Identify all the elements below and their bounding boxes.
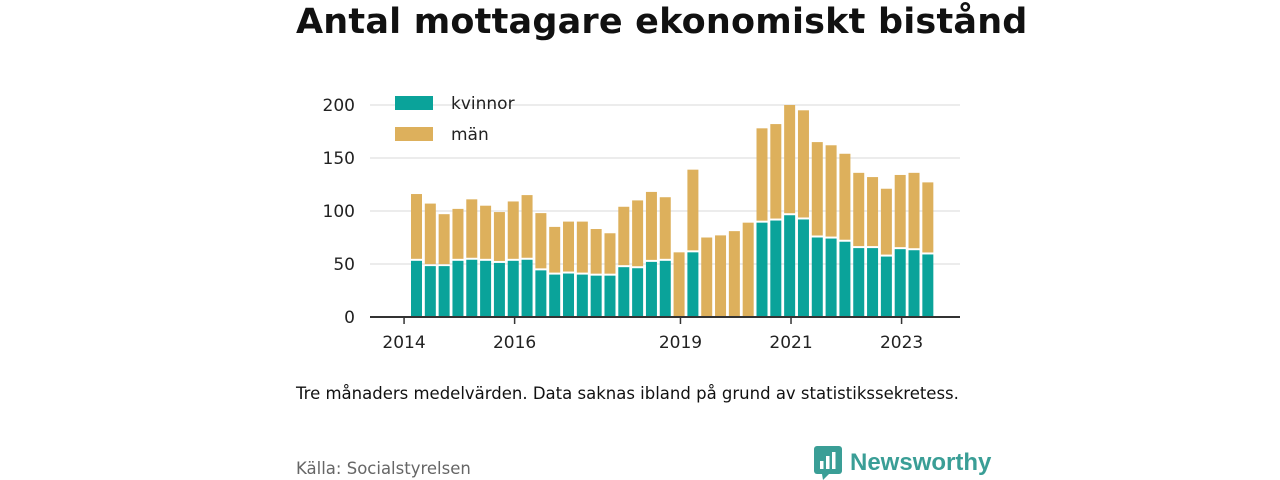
bar-man (673, 252, 685, 317)
bar-man (839, 153, 851, 240)
bar-man (632, 200, 644, 267)
bars (411, 105, 934, 317)
bar-kvinnor (632, 268, 644, 317)
bar-man (576, 221, 588, 273)
bar-kvinnor (811, 237, 823, 317)
bar-kvinnor (521, 259, 533, 317)
newsworthy-logo-icon (814, 446, 842, 480)
bar-kvinnor (645, 261, 657, 317)
y-tick-label: 150 (323, 149, 355, 169)
y-tick-label: 0 (344, 308, 355, 328)
bar-man (811, 142, 823, 236)
bar-man (756, 128, 768, 221)
bar-man (535, 213, 547, 269)
bar-chart: 0 50 100 150 200 2014 2016 2019 2021 2023 kvinno… (323, 94, 960, 353)
bar-man (549, 226, 561, 273)
bar-man (742, 222, 754, 317)
bar-kvinnor (480, 260, 492, 317)
bar-man (701, 237, 713, 317)
y-tick-label: 50 (333, 255, 355, 275)
bar-man (590, 229, 602, 274)
bar-kvinnor (867, 248, 879, 317)
bar-man (853, 172, 865, 247)
x-axis (370, 316, 960, 324)
bar-kvinnor (908, 250, 920, 317)
bar-kvinnor (797, 219, 809, 317)
bar-kvinnor (825, 238, 837, 317)
x-tick-label: 2019 (659, 333, 702, 353)
bar-man (563, 221, 575, 272)
bar-man (880, 188, 892, 255)
legend-label: kvinnor (451, 94, 515, 114)
bar-man (618, 206, 630, 266)
bar-man (411, 194, 422, 259)
chart-note: Tre månaders medelvärden. Data saknas ib… (296, 384, 959, 403)
legend-swatch (395, 127, 433, 141)
bar-man (659, 197, 671, 259)
brand-name: Newsworthy (850, 449, 992, 476)
bar-kvinnor (411, 260, 422, 317)
bar-kvinnor (549, 274, 561, 317)
bar-man (825, 145, 837, 237)
bar-man (493, 212, 505, 261)
bar-man (452, 208, 464, 259)
bar-kvinnor (880, 256, 892, 317)
bar-man (908, 172, 920, 249)
x-tick-label: 2014 (382, 333, 425, 353)
brand[interactable]: Newsworthy (814, 446, 991, 480)
bar-man (784, 105, 796, 214)
legend-label: män (451, 125, 489, 145)
bar-kvinnor (784, 215, 796, 317)
bar-man (645, 191, 657, 260)
x-tick-label: 2016 (493, 333, 536, 353)
bar-kvinnor (687, 252, 699, 317)
bar-kvinnor (452, 260, 464, 317)
source-text: Källa: Socialstyrelsen (296, 459, 471, 478)
bar-kvinnor (839, 241, 851, 317)
bar-kvinnor (507, 260, 519, 317)
bar-man (480, 205, 492, 259)
bar-man (894, 174, 906, 248)
x-tick-label: 2021 (769, 333, 812, 353)
y-axis-labels: 0 50 100 150 200 (323, 96, 355, 328)
bar-kvinnor (853, 248, 865, 317)
bar-kvinnor (563, 273, 575, 317)
bar-man (687, 169, 699, 251)
x-axis-labels: 2014 2016 2019 2021 2023 (382, 333, 923, 353)
bar-kvinnor (576, 274, 588, 317)
bar-kvinnor (535, 270, 547, 317)
bar-kvinnor (922, 254, 934, 317)
bar-kvinnor (659, 260, 671, 317)
legend-swatch (395, 96, 433, 110)
bar-man (438, 214, 450, 265)
bar-man (770, 124, 782, 219)
x-tick-label: 2023 (880, 333, 923, 353)
bar-kvinnor (756, 222, 768, 317)
bar-man (922, 182, 934, 253)
bar-kvinnor (438, 266, 450, 317)
bar-man (797, 110, 809, 218)
bar-kvinnor (618, 267, 630, 317)
bar-man (604, 233, 616, 274)
bar-man (466, 199, 478, 258)
y-tick-label: 200 (323, 96, 355, 116)
bar-man (867, 177, 879, 247)
bar-kvinnor (493, 262, 505, 317)
bar-man (507, 201, 519, 259)
bar-kvinnor (604, 275, 616, 317)
y-tick-label: 100 (323, 202, 355, 222)
bar-kvinnor (770, 220, 782, 317)
bar-kvinnor (590, 275, 602, 317)
bar-man (715, 235, 727, 317)
bar-kvinnor (424, 266, 436, 317)
bar-kvinnor (466, 259, 478, 317)
bar-kvinnor (894, 249, 906, 317)
legend: kvinnor män (395, 94, 515, 145)
bar-man (521, 195, 533, 258)
bar-man (728, 231, 740, 317)
bar-man (424, 203, 436, 265)
chart-title: Antal mottagare ekonomiskt bistånd (296, 2, 1028, 42)
